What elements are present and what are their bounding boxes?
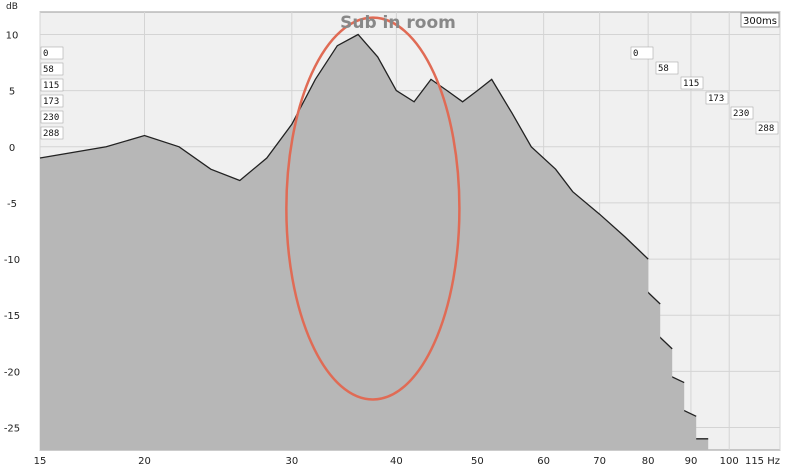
time-label-left-box-0: [40, 46, 64, 60]
time-label-left-2: 115: [43, 81, 59, 91]
x-tick-label-9: 100: [720, 456, 739, 467]
time-label-left-0: 0: [43, 49, 48, 59]
time-label-right-box-5: [755, 121, 779, 135]
y-tick-label-6: -20: [4, 367, 20, 378]
chart-title: Sub in room: [340, 13, 456, 33]
x-tick-label-10: 115 Hz: [745, 456, 780, 467]
time-label-right-1: 58: [658, 64, 669, 74]
time-label-right-box-1: [655, 61, 679, 75]
x-tick-label-1: 20: [138, 456, 151, 467]
slice-line-0: [39, 33, 649, 260]
time-label-left-box-3: [40, 94, 64, 108]
x-tick-label-0: 15: [34, 456, 47, 467]
slices-layer: [39, 16, 709, 451]
time-label-left-1: 58: [43, 65, 54, 75]
x-tick-label-6: 70: [593, 456, 606, 467]
time-label-left-box-1: [40, 62, 64, 76]
time-label-right-5: 288: [758, 124, 774, 134]
x-tick-label-7: 80: [642, 456, 655, 467]
time-label-left-5: 288: [43, 129, 59, 139]
x-tick-label-5: 60: [537, 456, 550, 467]
y-tick-label-5: -15: [4, 311, 20, 322]
time-label-right-3: 173: [708, 94, 724, 104]
time-label-right-box-2: [680, 76, 704, 90]
time-label-left-box-2: [40, 78, 64, 92]
time-label-right-box-3: [705, 91, 729, 105]
time-label-right-box-0: [630, 46, 654, 60]
time-label-right-0: 0: [633, 49, 638, 59]
y-tick-label-4: -10: [4, 255, 20, 266]
x-tick-label-8: 90: [685, 456, 698, 467]
time-label-left-4: 230: [43, 113, 59, 123]
time-label-left-box-5: [40, 126, 64, 140]
x-tick-label-2: 30: [285, 456, 298, 467]
time-window-label: 300ms: [743, 16, 777, 27]
time-label-right-box-4: [730, 106, 754, 120]
highlight-ellipse: [285, 16, 461, 401]
y-tick-label-2: 0: [9, 143, 15, 154]
x-tick-label-4: 50: [471, 456, 484, 467]
time-label-right-4: 230: [733, 109, 749, 119]
y-tick-label-0: 10: [6, 30, 19, 41]
y-tick-label-3: -5: [7, 199, 17, 210]
time-label-left-box-4: [40, 110, 64, 124]
y-tick-label-1: 5: [9, 87, 15, 98]
x-tick-label-3: 40: [390, 456, 403, 467]
time-label-left-3: 173: [43, 97, 59, 107]
y-axis-unit: dB: [6, 2, 18, 12]
time-label-right-2: 115: [683, 79, 699, 89]
time-window-box: [740, 12, 780, 28]
slice-area-0: [40, 34, 649, 450]
y-tick-label-7: -25: [4, 424, 20, 435]
